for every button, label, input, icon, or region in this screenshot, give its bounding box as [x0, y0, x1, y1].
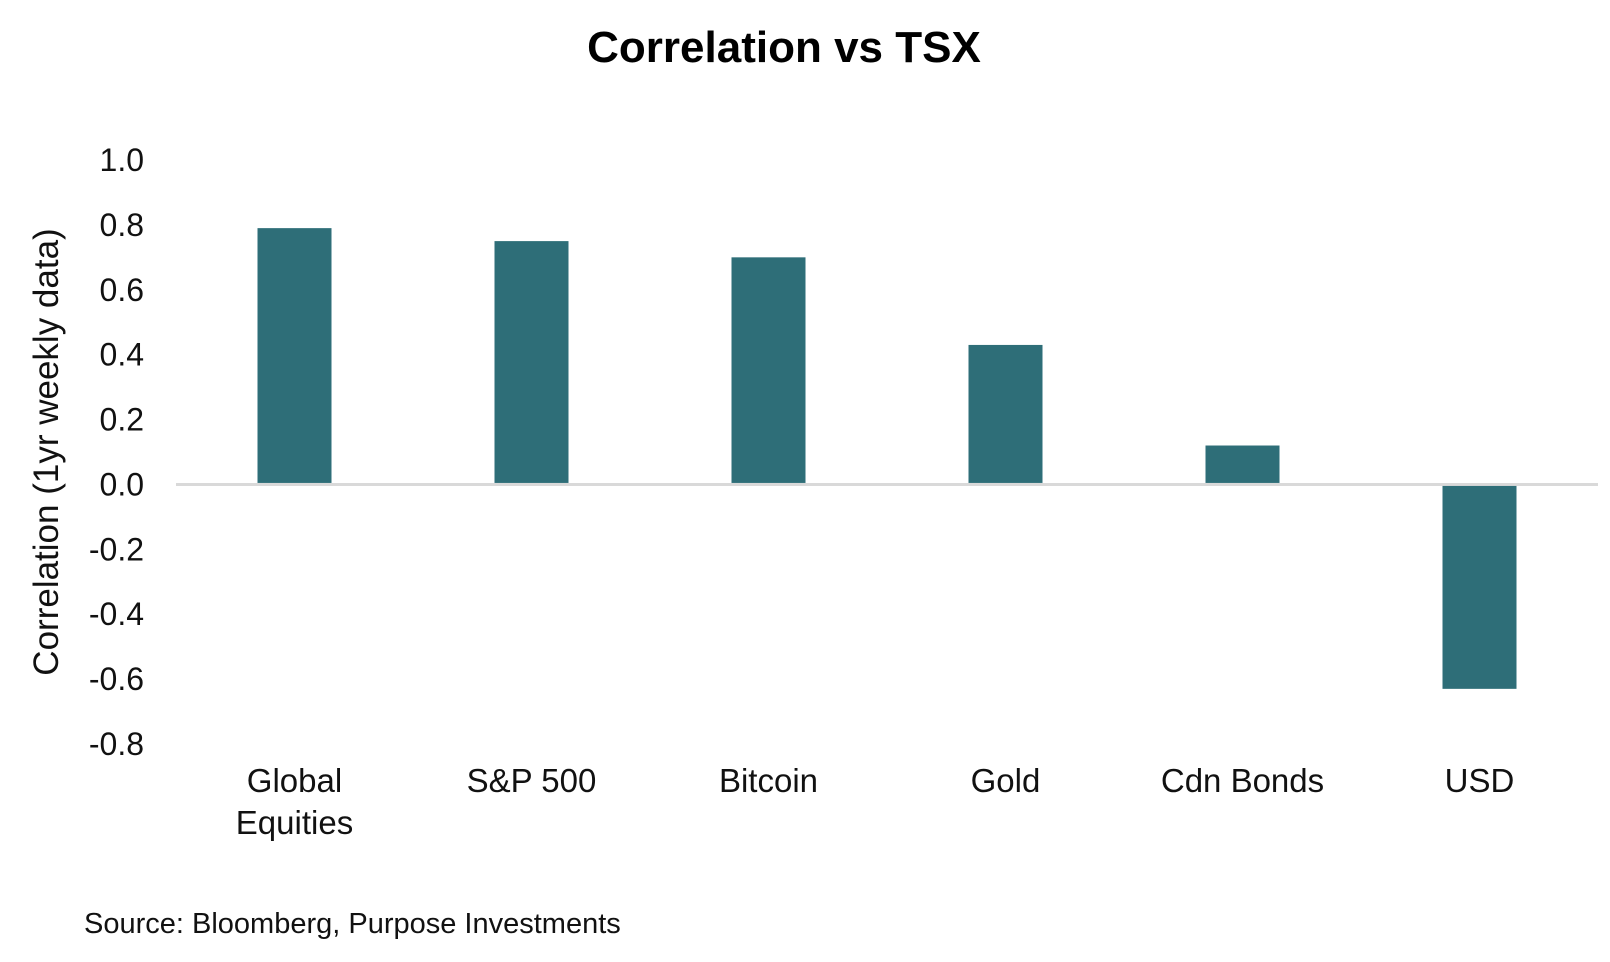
x-tick-label: Gold: [971, 762, 1041, 799]
y-tick-label: -0.6: [89, 661, 144, 697]
y-tick-label: 0.2: [100, 402, 144, 438]
bar: [968, 344, 1043, 483]
x-tick-label-line: Cdn Bonds: [1161, 762, 1324, 799]
y-tick-label: 1.0: [100, 142, 144, 178]
x-tick-label-line: USD: [1445, 762, 1515, 799]
x-tick-label: Global Equities: [236, 762, 353, 841]
x-tick-label: Bitcoin: [719, 762, 818, 799]
bar: [257, 228, 332, 483]
y-axis-ticks: 1.0 0.8 0.6 0.4 0.2 0.0 -0.2 -0.4 -0.6 -0.8: [89, 142, 144, 762]
y-tick-label: -0.4: [89, 596, 144, 632]
x-tick-label: Cdn Bonds: [1161, 762, 1324, 799]
x-tick-label: USD: [1445, 762, 1515, 799]
y-tick-label: 0.0: [100, 466, 144, 502]
bar: [494, 241, 569, 483]
source-note: Source: Bloomberg, Purpose Investments: [84, 908, 621, 940]
chart-title: Correlation vs TSX: [587, 23, 981, 72]
bar: [731, 257, 806, 483]
x-tick-label-line: Gold: [971, 762, 1041, 799]
bar: [1205, 445, 1280, 483]
bar: [1442, 485, 1517, 689]
y-axis-title: Correlation (1yr weekly data): [27, 228, 66, 675]
x-tick-label-line: Equities: [236, 804, 353, 841]
x-tick-label-line: Global: [247, 762, 342, 799]
y-tick-label: 0.6: [100, 272, 144, 308]
bars-group: [257, 228, 1517, 689]
y-tick-label: -0.8: [89, 726, 144, 762]
x-axis-labels: Global Equities S&P 500 Bitcoin Gold Cdn Bond…: [236, 762, 1515, 841]
y-tick-label: 0.4: [100, 337, 144, 373]
x-tick-label-line: Bitcoin: [719, 762, 818, 799]
x-tick-label: S&P 500: [467, 762, 597, 799]
x-tick-label-line: S&P 500: [467, 762, 597, 799]
y-tick-label: 0.8: [100, 207, 144, 243]
y-tick-label: -0.2: [89, 531, 144, 567]
